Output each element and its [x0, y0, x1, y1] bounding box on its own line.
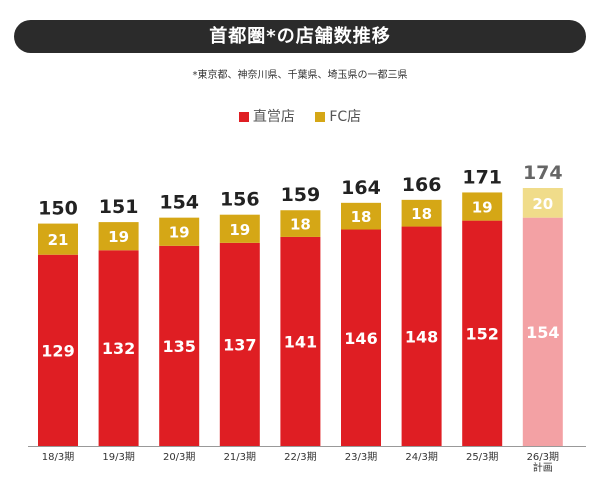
- label-total-2: 154: [159, 192, 199, 214]
- label-fc-6: 18: [411, 205, 432, 223]
- bar-fc-2: [159, 217, 200, 246]
- bar-direct-0: [38, 254, 78, 446]
- legend-label-fc: FC店: [329, 109, 362, 125]
- label-total-5: 164: [341, 177, 381, 199]
- label-total-0: 150: [38, 198, 78, 220]
- label-total-3: 156: [220, 189, 260, 211]
- legend-item-direct: 直営店: [238, 106, 295, 126]
- bar-direct-8: [522, 217, 563, 446]
- label-direct-2: 135: [162, 337, 195, 356]
- x-tick-label-8-line2: 計画: [533, 461, 553, 474]
- bar-direct-6: [401, 226, 442, 446]
- bar-fc-5: [341, 202, 381, 230]
- legend-item-fc: FC店: [315, 106, 361, 126]
- label-fc-8: 20: [532, 195, 553, 213]
- bar-direct-5: [341, 229, 381, 446]
- label-fc-7: 19: [472, 199, 493, 217]
- label-direct-0: 129: [41, 341, 74, 360]
- bar-fc-0: [38, 223, 78, 255]
- bar-direct-1: [98, 250, 139, 446]
- x-tick-label-4: 22/3期: [284, 451, 316, 463]
- label-fc-0: 21: [48, 231, 69, 249]
- label-direct-3: 137: [223, 335, 256, 354]
- label-total-1: 151: [99, 196, 139, 218]
- x-tick-label-6: 24/3期: [405, 451, 437, 463]
- bar-fc-3: [219, 214, 260, 243]
- label-total-4: 159: [281, 184, 321, 206]
- label-fc-1: 19: [108, 228, 129, 246]
- label-fc-2: 19: [169, 224, 190, 242]
- label-fc-4: 18: [290, 216, 311, 234]
- label-fc-3: 19: [229, 221, 250, 239]
- label-direct-8: 154: [526, 323, 559, 342]
- label-direct-6: 148: [405, 327, 438, 346]
- bar-direct-7: [462, 220, 503, 446]
- bar-fc-6: [401, 199, 442, 227]
- legend-label-direct: 直営店: [252, 109, 295, 125]
- x-tick-label-2: 20/3期: [163, 451, 195, 463]
- x-tick-label-0: 18/3期: [42, 451, 74, 463]
- label-total-7: 171: [462, 166, 502, 188]
- chart-subtitle: *東京都、神奈川県、千葉県、埼玉県の一都三県: [192, 70, 408, 81]
- bar-direct-2: [159, 245, 200, 446]
- x-tick-label-7: 25/3期: [466, 451, 498, 463]
- bar-direct-4: [280, 236, 321, 446]
- label-direct-4: 141: [284, 332, 317, 351]
- label-total-8: 174: [523, 162, 563, 184]
- bar-fc-4: [280, 210, 321, 237]
- legend: 直営店 FC店: [0, 106, 600, 126]
- label-fc-5: 18: [351, 208, 372, 226]
- legend-swatch-fc: [315, 112, 326, 122]
- bar-fc-1: [98, 222, 139, 251]
- x-tick-label-8: 26/3期: [527, 451, 559, 463]
- bar-fc-8: [522, 188, 563, 218]
- x-tick-label-3: 21/3期: [224, 451, 256, 463]
- chart-title: 首都圏*の店舗数推移: [14, 20, 586, 53]
- label-direct-7: 152: [465, 324, 498, 343]
- x-tick-label-1: 19/3期: [102, 451, 134, 463]
- label-direct-1: 132: [102, 339, 135, 358]
- label-direct-5: 146: [344, 329, 377, 348]
- bar-fc-7: [462, 192, 503, 221]
- label-total-6: 166: [402, 174, 442, 196]
- legend-swatch-direct: [238, 112, 249, 122]
- bar-direct-3: [219, 242, 260, 446]
- x-tick-label-5: 23/3期: [345, 451, 377, 463]
